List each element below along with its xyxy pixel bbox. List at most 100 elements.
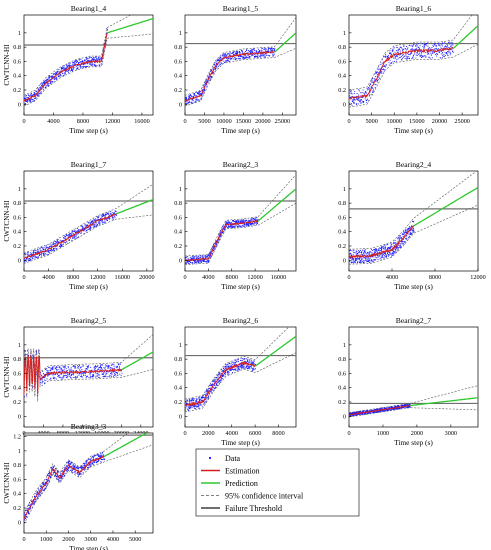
data-point [96,365,98,368]
data-point [217,64,219,66]
data-point [28,100,30,102]
data-point [241,225,243,227]
data-point [259,49,261,52]
data-point [350,254,353,257]
data-point [206,261,208,263]
data-point [108,212,110,214]
estimation-line [185,50,275,102]
data-point [402,56,404,58]
data-point [382,69,384,71]
data-point [410,227,412,229]
data-point [92,220,94,222]
data-point [35,97,37,99]
data-point [245,367,247,369]
data-point [104,215,106,217]
data-point [24,255,25,257]
data-point [30,259,32,261]
data-point [238,222,240,224]
data-point [403,405,406,407]
data-point [363,260,365,262]
data-point [399,245,401,247]
data-point [224,374,226,376]
data-point [416,45,418,47]
data-point [187,409,190,411]
data-point [385,247,387,249]
data-point [107,218,109,220]
data-point [89,228,91,230]
data-point [115,375,117,377]
data-point [217,241,219,243]
y-axis-label: CWTCNN-HI [3,44,11,86]
data-point [28,99,30,101]
data-point [251,359,253,361]
data-point [49,77,51,79]
data-point [398,408,401,410]
data-point [28,511,30,513]
data-point [416,43,418,46]
estimation-line [185,361,256,407]
data-point [205,397,208,399]
data-point [44,253,46,256]
data-point [233,51,235,53]
data-point [372,260,374,263]
confidence-lower [349,44,478,108]
data-point [41,247,43,249]
data-point [367,260,369,262]
data-point [80,233,82,235]
data-point [382,246,384,248]
data-point [223,230,225,233]
data-point [356,98,358,100]
data-point [109,372,111,374]
data-point [246,359,249,362]
data-point [394,240,396,242]
data-point [369,86,371,88]
plot-area [185,327,296,413]
data-point [57,375,60,377]
data-point [97,372,99,374]
data-point [113,363,115,365]
data-point [392,252,394,254]
data-point [62,366,64,368]
data-point [385,407,388,409]
data-point [423,46,425,49]
data-point [77,68,79,70]
data-point [55,77,57,79]
data-point [64,375,66,377]
data-point [76,233,78,235]
data-point [242,358,244,360]
data-point [116,367,118,369]
data-point [402,234,404,236]
data-point [403,231,405,233]
data-point [94,65,96,67]
y-tick-label: 0.6 [338,58,346,65]
data-point [386,55,388,58]
data-point [212,381,214,383]
data-point [40,91,42,93]
y-tick-label: 1 [343,30,346,37]
data-point [353,100,355,102]
data-point [223,54,225,56]
data-point [233,363,235,365]
data-point [367,88,369,90]
data-point [387,255,389,257]
data-point [396,246,398,249]
data-point [397,49,399,51]
data-point [24,520,25,522]
y-tick-label: 0 [18,101,21,108]
data-point [227,59,229,61]
data-point [349,95,350,97]
data-point [70,368,72,370]
data-point [359,414,361,416]
data-point [236,220,238,222]
data-point [383,248,385,250]
confidence-lower [185,352,296,413]
data-point [197,262,199,264]
data-point [28,94,30,96]
data-point [358,250,360,252]
data-point [203,255,206,257]
data-point [80,66,82,68]
data-point [56,370,58,372]
data-point [69,65,72,67]
data-point [42,372,44,375]
data-point [227,363,229,365]
